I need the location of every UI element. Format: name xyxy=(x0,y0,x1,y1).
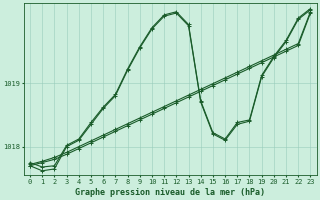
X-axis label: Graphe pression niveau de la mer (hPa): Graphe pression niveau de la mer (hPa) xyxy=(75,188,265,197)
